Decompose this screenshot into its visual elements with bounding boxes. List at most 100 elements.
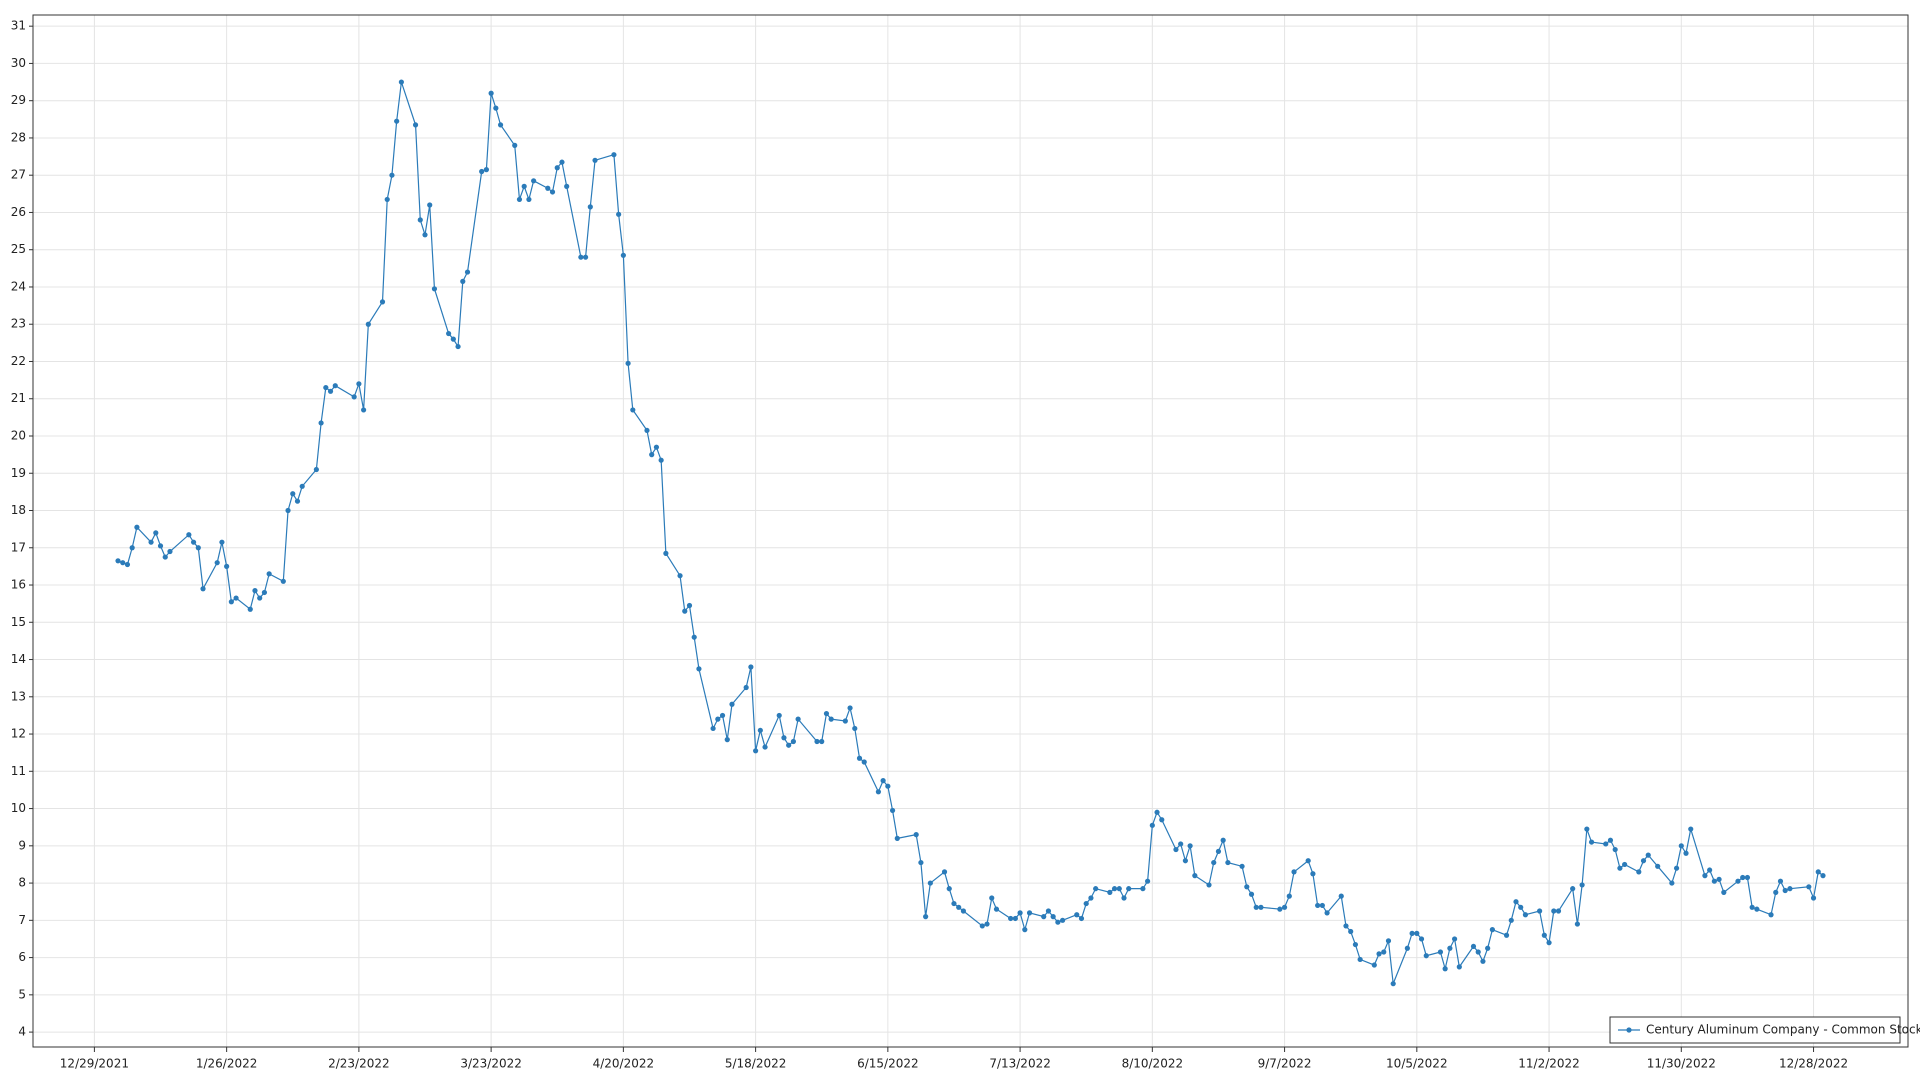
data-point [1111,886,1118,892]
data-point [1357,956,1363,963]
x-tick-label: 11/30/2022 [1647,1057,1716,1071]
data-point [1645,852,1651,858]
y-tick-label: 11 [11,764,26,778]
y-tick-label: 27 [11,168,26,182]
data-point [1655,863,1661,869]
data-point [875,789,882,795]
data-point [412,122,419,128]
data-point [1740,874,1746,881]
data-point [365,321,371,327]
data-point [1026,910,1033,916]
data-point [1324,910,1330,916]
x-tick-label: 4/20/2022 [593,1057,655,1071]
y-tick-label: 16 [11,578,26,592]
data-point [247,606,253,612]
data-point [814,738,820,745]
data-point [431,286,438,292]
data-point [394,118,400,124]
data-point [1088,895,1094,901]
y-tick-label: 15 [11,615,26,629]
data-point [422,232,428,238]
data-point [1815,869,1821,875]
data-point [946,886,952,892]
data-point [1513,899,1519,905]
data-point [1622,861,1628,868]
data-point [653,444,660,450]
data-point [852,725,858,732]
data-point [582,254,589,260]
data-point [1371,962,1377,968]
data-point [1121,895,1127,901]
data-point [1607,837,1614,843]
data-point [1248,891,1255,897]
y-tick-label: 12 [11,727,26,741]
y-tick-label: 7 [18,913,26,927]
data-point [1551,908,1557,914]
data-point [989,895,995,901]
y-tick-label: 25 [11,242,26,256]
data-point [1404,945,1410,951]
data-point [715,716,721,722]
data-point [823,710,830,717]
series-line [117,81,1824,984]
data-point [1636,869,1642,875]
data-point [1707,867,1713,873]
data-point [493,105,499,111]
data-point [1045,908,1052,914]
y-tick-label: 26 [11,205,26,219]
data-point [228,599,234,605]
data-point [455,343,461,350]
data-point [323,384,329,391]
data-point [564,183,570,189]
data-point [682,608,688,614]
data-point [186,532,192,538]
data-point [894,835,900,841]
y-tick-label: 22 [11,354,26,368]
data-point [1083,900,1089,907]
data-point [790,738,796,745]
data-point [1008,915,1014,922]
data-point [885,783,891,789]
data-point [889,807,896,814]
data-point [1603,841,1609,847]
data-point [115,558,121,564]
data-point [1220,837,1226,843]
data-point [200,586,206,592]
y-tick-label: 30 [11,56,26,70]
y-tick-label: 10 [11,801,26,815]
data-point [1451,936,1458,942]
data-point [1579,882,1585,888]
data-point [224,563,230,569]
data-point [332,383,338,389]
data-point [1423,953,1429,959]
data-point [167,548,173,555]
data-point [757,727,763,733]
data-point [1305,858,1311,864]
data-point [923,914,929,920]
data-point [677,573,683,579]
data-point [1338,893,1344,899]
y-tick-label: 21 [11,391,26,405]
data-point [450,336,456,342]
data-point [1787,886,1793,892]
data-point [729,701,735,707]
data-point [1640,858,1647,864]
data-point [1555,908,1562,914]
data-point [497,122,504,128]
data-point [762,744,768,750]
data-point [427,202,433,208]
data-point [649,452,655,458]
data-point [129,545,135,551]
data-point [313,466,319,473]
data-point [1159,817,1165,823]
data-point [1820,873,1826,879]
y-tick-label: 9 [18,838,26,852]
y-tick-label: 4 [18,1025,26,1039]
data-point [1489,927,1495,933]
x-tick-label: 6/15/2022 [857,1057,919,1071]
y-tick-label: 19 [11,466,26,480]
data-point [941,869,948,875]
data-point [1683,850,1689,856]
data-point [951,900,957,907]
